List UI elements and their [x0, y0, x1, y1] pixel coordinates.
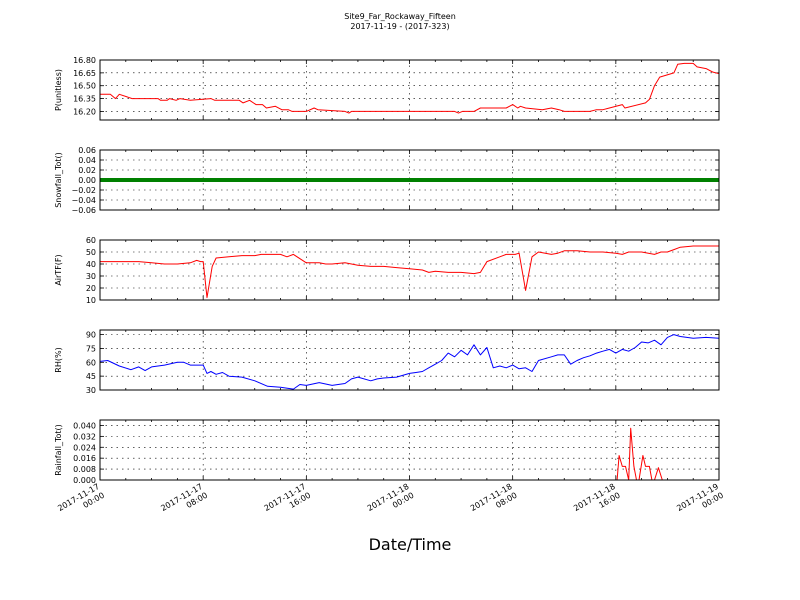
y-tick-label: 0.040	[73, 421, 96, 430]
y-tick-label: 30	[86, 386, 96, 395]
plot-frame	[99, 419, 720, 481]
y-tick-label: 0.000	[73, 476, 96, 485]
subplot-2: 0.060.040.020.00−0.02−0.04−0.06 Snowfall_…	[54, 146, 720, 215]
x-tick-label: 2017-11-1816:00	[572, 482, 622, 522]
plot-frame	[99, 329, 720, 391]
y-axis-label: Snowfall_Tot()	[54, 152, 63, 208]
y-tick-label: 0.06	[78, 146, 96, 155]
subplot-1: 16.80 16.65 16.50 16.35 16.20 P(unitless)	[54, 56, 720, 121]
y-tick-label: 45	[86, 372, 96, 381]
x-tick-label: 2017-11-1900:00	[675, 482, 725, 522]
y-tick-label: 90	[86, 331, 96, 340]
figure-subtitle: 2017-11-19 - (2017-323)	[350, 22, 449, 31]
subplot-3: 60 50 40 30 20 10 AirTF(F)	[54, 236, 720, 305]
y-tick-label: −0.04	[71, 196, 96, 205]
x-tick-label: 2017-11-1808:00	[469, 482, 519, 522]
y-tick-label: 16.50	[73, 82, 96, 91]
y-tick-label: 10	[86, 296, 96, 305]
x-tick-label: 2017-11-1716:00	[263, 482, 313, 522]
y-tick-label: 16.80	[73, 56, 96, 65]
y-tick-label: 0.024	[73, 443, 96, 452]
y-axis-label: P(unitless)	[54, 69, 63, 111]
y-tick-label: 20	[86, 284, 96, 293]
x-axis-label: Date/Time	[369, 535, 452, 554]
y-tick-label: 0.00	[78, 176, 96, 185]
y-tick-label: 50	[86, 248, 96, 257]
y-tick-label: 60	[86, 236, 96, 245]
y-tick-label: 16.65	[73, 69, 96, 78]
subplot-panels: 16.80 16.65 16.50 16.35 16.20 P(unitless) 0.06…	[54, 56, 720, 485]
series-line	[100, 245, 719, 299]
plot-frame	[99, 149, 720, 211]
figure-title: Site9_Far_Rockaway_Fifteen	[344, 12, 456, 21]
x-tick-label: 2017-11-1708:00	[159, 482, 209, 522]
y-tick-label: 16.20	[73, 107, 96, 116]
y-axis-label: RH(%)	[54, 347, 63, 372]
y-tick-label: 0.008	[73, 465, 96, 474]
x-tick-label: 2017-11-1700:00	[56, 482, 106, 522]
y-tick-label: 40	[86, 260, 96, 269]
y-tick-label: 30	[86, 272, 96, 281]
subplot-4: 90 75 60 45 30 RH(%)	[54, 329, 720, 395]
y-tick-label: 75	[86, 344, 96, 353]
y-tick-label: 0.016	[73, 454, 96, 463]
series-line	[100, 62, 720, 114]
y-tick-label: −0.06	[71, 206, 96, 215]
plot-frame	[99, 59, 720, 121]
y-tick-label: 60	[86, 358, 96, 367]
y-tick-label: 0.032	[73, 432, 96, 441]
y-tick-label: −0.02	[71, 186, 96, 195]
series-line	[99, 334, 720, 390]
y-axis-label: AirTF(F)	[54, 254, 63, 285]
x-axis-tick-labels: 2017-11-1700:00 2017-11-1708:00 2017-11-17…	[56, 482, 725, 522]
y-tick-label: 0.04	[78, 156, 96, 165]
x-tick-label: 2017-11-1800:00	[366, 482, 416, 522]
plot-frame	[99, 239, 720, 301]
y-axis-label: Rainfall_Tot()	[54, 424, 63, 476]
y-tick-label: 0.02	[78, 166, 96, 175]
y-tick-label: 16.35	[73, 95, 96, 104]
subplot-5: 0.040 0.032 0.024 0.016 0.008 0.000 Rainfall_T…	[54, 419, 720, 485]
